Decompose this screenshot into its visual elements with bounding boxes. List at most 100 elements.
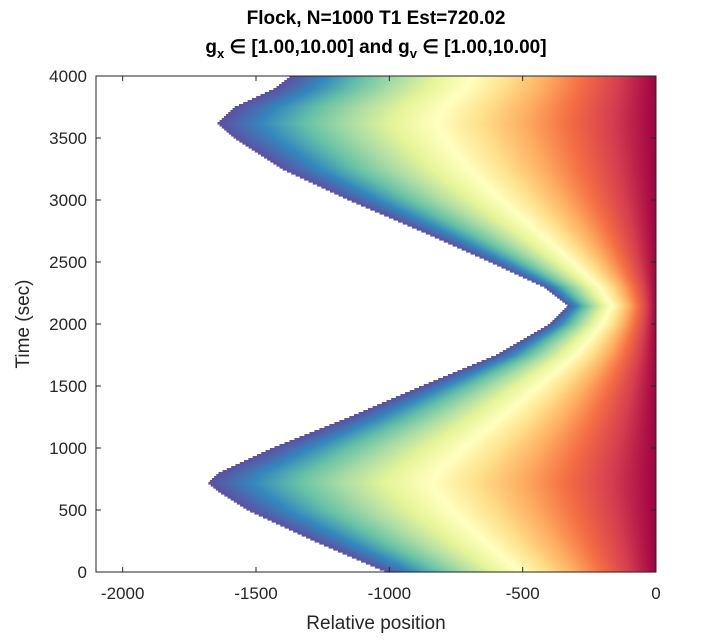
heatmap-row [481, 360, 656, 363]
heatmap-row [267, 158, 656, 161]
heatmap-row [430, 234, 656, 237]
heatmap-row [466, 250, 656, 253]
y-tick-label: 1500 [49, 377, 87, 396]
heatmap-row [505, 268, 656, 271]
heatmap-row [286, 170, 656, 173]
heatmap-row [224, 494, 656, 497]
heatmap-row [236, 502, 656, 505]
heatmap-row [567, 304, 656, 307]
heatmap-row [251, 148, 656, 151]
heatmap-row [275, 522, 656, 525]
heatmap-row [547, 324, 656, 327]
heatmap-row [544, 286, 656, 289]
heatmap-row [233, 136, 656, 139]
heatmap-row [264, 92, 656, 95]
heatmap-row [212, 478, 656, 481]
heatmap-row [219, 120, 657, 123]
heatmap-row [499, 352, 656, 355]
heatmap-row [319, 542, 656, 545]
heatmap-row [513, 344, 656, 347]
heatmap-row [284, 442, 656, 445]
heatmap-row [235, 464, 656, 467]
heatmap-row [247, 100, 656, 103]
heatmap-row [244, 460, 657, 463]
y-tick-label: 0 [78, 563, 87, 582]
x-tick-label: 0 [651, 584, 660, 603]
heatmap-row [433, 380, 656, 383]
heatmap-row [492, 262, 656, 265]
title-subscript: x [217, 46, 225, 61]
heatmap-row [260, 94, 656, 97]
title-text-part: ∈ [1.00,10.00] and g [224, 37, 410, 58]
heatmap-row [506, 348, 656, 351]
heatmap-row [365, 562, 656, 565]
heatmap-row [372, 406, 656, 409]
heatmap-row [218, 490, 656, 493]
heatmap-row [407, 224, 656, 227]
heatmap-row [314, 430, 656, 433]
heatmap-row [467, 366, 656, 369]
heatmap-row [486, 358, 656, 361]
heatmap-row [280, 524, 656, 527]
heatmap-row [559, 298, 656, 301]
heatmap-row [230, 110, 656, 113]
heatmap-row [304, 178, 656, 181]
heatmap-row [282, 168, 656, 171]
heatmap-row [363, 410, 656, 413]
heatmap-row [301, 534, 656, 537]
heatmap-row [254, 512, 656, 515]
heatmap-row [457, 370, 656, 373]
heatmap-row [284, 526, 656, 529]
heatmap-row [428, 382, 656, 385]
heatmap-row [264, 156, 656, 159]
heatmap-row [288, 528, 656, 531]
heatmap-row [219, 124, 656, 127]
heatmap-row [351, 556, 656, 559]
heatmap-row [533, 332, 656, 335]
heatmap-row [550, 322, 656, 325]
x-tick-labels: -2000 -1500 -1000 -500 0 [101, 584, 661, 603]
heatmap-row [236, 138, 656, 141]
heatmap-row [416, 228, 656, 231]
heatmap-row [439, 238, 656, 241]
heatmap-row [276, 86, 656, 89]
heatmap-row [265, 450, 656, 453]
y-tick-label: 4000 [49, 67, 87, 86]
heatmap-row [233, 500, 656, 503]
heatmap-row [304, 434, 656, 437]
heatmap-row [381, 402, 656, 405]
heatmap-row [299, 176, 656, 179]
heatmap-row [239, 462, 657, 465]
heatmap-row [443, 240, 656, 243]
heatmap-row [540, 284, 656, 287]
heatmap-row [365, 206, 656, 209]
heatmap-row [286, 78, 656, 81]
heatmap-row [279, 166, 656, 169]
heatmap-row [535, 282, 656, 285]
x-tick-label: -1500 [234, 584, 277, 603]
heatmap-row [270, 160, 656, 163]
chart-title: Flock, N=1000 T1 Est=720.02 gx ∈ [1.00,1… [205, 8, 546, 61]
heatmap-row [393, 218, 656, 221]
heatmap-row [358, 412, 656, 415]
heatmap-row [214, 476, 656, 479]
y-tick-labels: 0 500 1000 1500 2000 2500 3000 3500 4000 [49, 67, 87, 582]
heatmap-row [269, 448, 656, 451]
heatmap-row [228, 112, 656, 115]
heatmap-row [242, 142, 656, 145]
heatmap-row [257, 152, 656, 155]
heatmap-row [218, 472, 656, 475]
heatmap-row [289, 440, 656, 443]
heatmap-row [554, 318, 656, 321]
heatmap-row [215, 488, 656, 491]
heatmap-row [209, 480, 656, 483]
heatmap-row [344, 418, 656, 421]
heatmap-row [554, 294, 656, 297]
heatmap-row [447, 374, 656, 377]
heatmap-row [325, 188, 656, 191]
heatmap-row [221, 118, 656, 121]
heatmap-row [564, 308, 656, 311]
heatmap-row [231, 134, 657, 137]
heatmap-row [317, 184, 656, 187]
heatmap-row [386, 400, 656, 403]
